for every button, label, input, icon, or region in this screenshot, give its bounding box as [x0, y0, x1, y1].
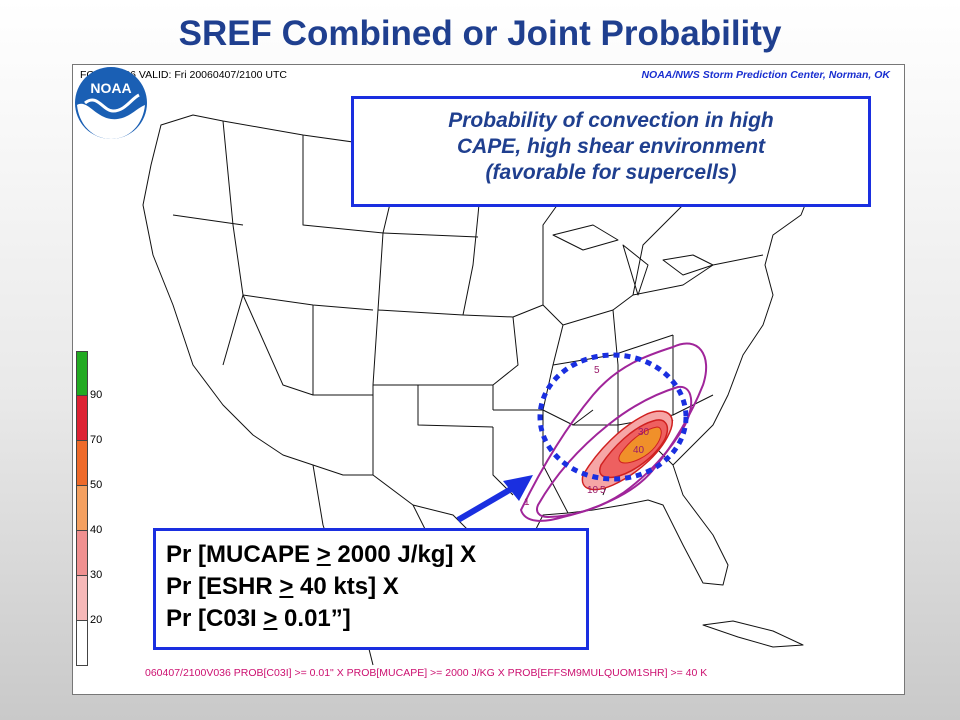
arrow-icon [456, 475, 533, 523]
contour-label: 40 [633, 445, 645, 456]
legend-swatch [76, 576, 88, 621]
formula-line-2: Pr [ESHR > 40 kts] X [166, 573, 399, 600]
legend-label: 20 [90, 614, 103, 626]
slide-title: SREF Combined or Joint Probability [178, 14, 782, 53]
legend-label: 90 [90, 389, 103, 401]
formula-box: Pr [MUCAPE > 2000 J/kg] X Pr [ESHR > 40 … [153, 528, 589, 650]
noaa-logo-text: NOAA [90, 80, 131, 96]
contour-label: 10 [587, 485, 599, 496]
contour-1 [519, 342, 708, 522]
contour-label: 30 [638, 427, 650, 438]
contour-40 [618, 426, 662, 464]
legend-label: 40 [90, 524, 103, 536]
formula-line-1: Pr [MUCAPE > 2000 J/kg] X [166, 541, 477, 568]
us-map: 5 30 40 10 5 1 [142, 114, 834, 666]
annotation-line: (favorable for supercells) [485, 161, 737, 184]
formula-line-3: Pr [C03I > 0.01”] [166, 605, 351, 632]
legend-swatch [76, 351, 88, 396]
legend-swatch [76, 621, 88, 666]
legend-label: 70 [90, 434, 103, 446]
legend-swatch [76, 486, 88, 531]
annotation-line: Probability of convection in high [448, 109, 774, 132]
noaa-logo: NOAA [75, 67, 147, 139]
highlight-region [537, 352, 689, 482]
legend-swatch [76, 441, 88, 486]
legend-swatch [76, 396, 88, 441]
annotation-box: Probability of convection in high CAPE, … [351, 96, 871, 207]
contour-label: 5 [600, 485, 606, 496]
legend-label: 50 [90, 479, 103, 491]
probability-contours [519, 342, 708, 522]
annotation-line: CAPE, high shear environment [456, 135, 766, 158]
contour-label: 5 [594, 365, 600, 376]
contour-5 [536, 385, 693, 519]
credit-label: NOAA/NWS Storm Prediction Center, Norman… [641, 69, 890, 81]
footer-formula: 060407/2100V036 PROB[C03I] >= 0.01" X PR… [145, 667, 708, 679]
legend-swatch [76, 531, 88, 576]
contour-label: 1 [524, 497, 530, 508]
color-legend [76, 351, 88, 666]
legend-label: 30 [90, 569, 103, 581]
map-panel: 5 30 40 10 5 1 FCST: F036 VALID: Fri 200… [72, 64, 905, 695]
